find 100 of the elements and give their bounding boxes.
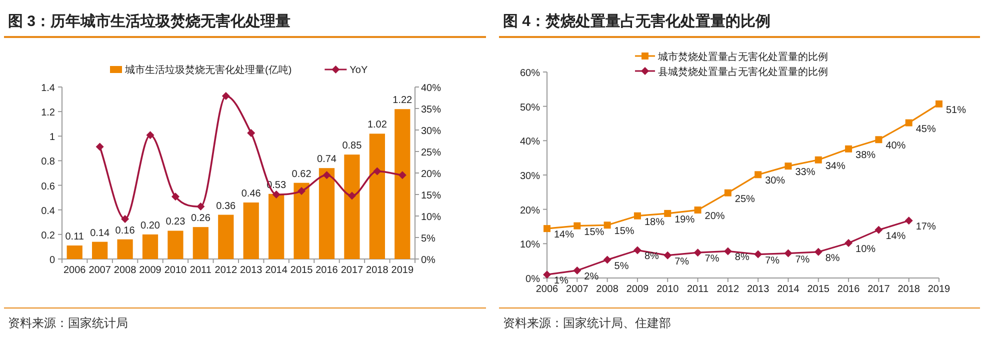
point [543,270,551,279]
point [814,156,822,164]
y-tick-label: 20% [520,205,540,216]
y-tick-label: 1.2 [41,108,56,119]
y-tick-label: 0.8 [41,156,56,168]
y2-tick-label: 20% [421,169,442,180]
x-tick-label: 2019 [391,265,414,276]
data-label: 0.46 [241,188,262,200]
x-tick-label: 2012 [716,284,740,295]
x-tick-label: 2006 [536,284,559,295]
x-tick-label: 2006 [63,265,86,276]
y-tick-label: 1 [49,132,56,144]
bar [344,154,360,259]
y-tick-label: 0% [526,274,540,285]
y2-tick-label: 30% [421,126,442,137]
data-label: 14% [886,230,906,242]
data-label: 34% [825,160,846,172]
point [845,145,852,152]
point [754,171,762,178]
x-tick-label: 2018 [366,265,389,276]
y-tick-label: 30% [520,171,540,182]
point [146,131,154,140]
y-tick-label: 0.4 [41,206,56,217]
point [664,210,672,217]
point [171,192,180,201]
y2-tick-label: 40% [421,83,442,94]
x-tick-label: 2015 [807,284,830,295]
data-label: 38% [856,150,876,161]
data-label: 51% [946,104,966,116]
x-tick-label: 2009 [139,265,162,276]
point [544,225,550,232]
x-tick-label: 2012 [214,265,238,276]
x-tick-label: 2011 [190,265,212,276]
y-tick-label: 0.2 [41,230,56,242]
data-label: 10% [856,244,876,255]
data-label: 0.62 [292,168,312,180]
bar [66,245,82,259]
point [694,206,702,214]
data-label: 0.85 [342,140,362,152]
bar [369,134,385,259]
bar [318,168,335,259]
y2-tick-label: 35% [421,104,442,116]
data-label: 30% [765,176,786,187]
x-tick-label: 2015 [290,265,314,276]
chart-title: 图 3：历年城市生活垃圾焚烧无害化处理量 [8,12,291,30]
y-tick-label: 0.6 [41,181,56,192]
point [322,171,331,180]
data-label: 18% [644,216,665,228]
data-label: 8% [644,251,660,262]
bar [268,194,284,259]
x-tick-label: 2008 [114,265,137,276]
data-label: 0.74 [317,154,337,166]
data-label: 2% [584,271,599,282]
x-tick-label: 2008 [596,284,619,295]
point [604,222,611,229]
point [222,92,230,100]
y2-tick-label: 25% [421,148,442,158]
data-label: 17% [916,222,936,233]
point [96,142,104,151]
y2-tick-label: 5% [421,234,436,244]
y2-tick-label: 0% [421,255,436,266]
point [905,119,912,126]
bar [394,109,410,259]
data-label: 25% [734,194,756,205]
point [373,167,382,176]
point [874,226,883,234]
x-tick-label: 2009 [626,284,650,295]
point [298,187,306,196]
y2-tick-label: 10% [421,212,442,223]
data-label: 15% [584,226,604,238]
bar [192,227,208,259]
point [814,248,822,256]
y-tick-label: 1.4 [41,83,56,94]
point [784,162,792,170]
data-label: 1.22 [392,95,413,106]
point [904,216,913,225]
x-tick-label: 2014 [777,284,800,295]
data-label: 19% [674,214,695,226]
point [634,212,641,220]
point [724,247,732,256]
bar [92,242,108,259]
point [272,190,280,198]
legend-label: 县城焚烧处置量占无害化处置量的比例 [658,66,828,78]
point [348,192,356,200]
point [574,222,581,230]
bar [117,239,133,259]
legend-label: YoY [350,65,368,76]
point [664,251,672,260]
x-tick-label: 2013 [240,265,263,276]
point [754,250,762,258]
data-label: 0.20 [140,220,160,232]
data-label: 8% [734,252,750,264]
x-tick-label: 2007 [566,284,589,295]
x-tick-label: 2019 [928,284,951,295]
x-tick-label: 2017 [868,284,890,295]
x-tick-label: 2017 [340,265,364,276]
bar [142,234,158,259]
data-label: 7% [704,254,720,265]
data-label: 33% [795,167,816,178]
data-label: 0.16 [115,225,136,236]
